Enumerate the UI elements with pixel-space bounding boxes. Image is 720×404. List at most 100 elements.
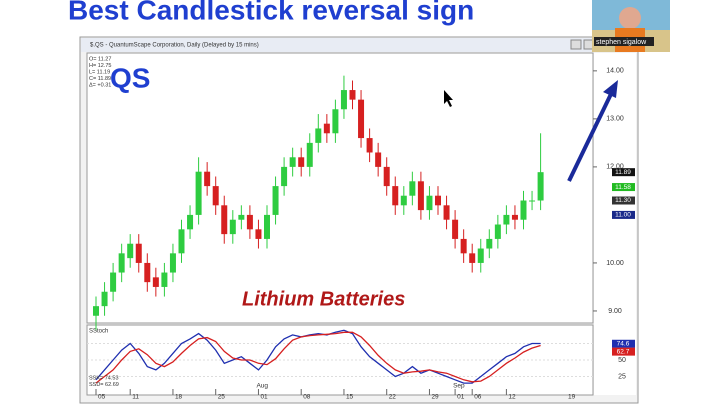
candle-body: [529, 200, 536, 202]
price-tag: [612, 168, 635, 177]
price-tag-label: 11.89: [615, 169, 631, 176]
candle-body: [358, 99, 365, 139]
candle-body: [417, 181, 424, 211]
candle-body: [375, 152, 382, 167]
candle-body: [118, 253, 125, 273]
y-tick-label: 10.00: [606, 260, 624, 267]
x-tick-label: 06: [474, 394, 482, 401]
candle-body: [494, 224, 501, 239]
stoch-tick-label: 25: [618, 373, 626, 380]
readout: C= 11.89: [89, 76, 111, 82]
stoch-tag-label: 62.7: [617, 348, 630, 355]
candle-body: [229, 219, 236, 235]
plot: 9.00 10.00 12.00 13.00 14.00 11.89 11.58 11.30 1…: [87, 56, 635, 401]
x-tick-label: 01: [260, 394, 268, 401]
candle-body: [255, 229, 262, 239]
candle-body: [152, 277, 159, 287]
stoch-tick-label: 50: [618, 357, 626, 364]
y-tick-label: 13.00: [606, 116, 624, 123]
candle-body: [204, 171, 211, 187]
candle-body: [264, 214, 270, 239]
x-tick-label: 25: [218, 394, 226, 401]
y-tick-label: 12.00: [606, 164, 624, 171]
readout: L= 11.19: [89, 69, 110, 75]
month-label: Aug: [256, 383, 268, 390]
readout: O= 11.27: [89, 56, 111, 62]
candle-body: [469, 253, 476, 263]
x-tick-label: 12: [508, 394, 516, 401]
candle-body: [127, 243, 134, 259]
candle-body: [187, 214, 194, 230]
stoch-readout: SSK= 74.53: [89, 375, 119, 381]
candle-body: [178, 229, 185, 254]
symbol-label: QS: [110, 62, 150, 93]
readout: Δ= +0.31: [89, 82, 111, 88]
candle-body: [511, 214, 518, 220]
x-tick-label: 29: [431, 394, 439, 401]
candle-body: [135, 243, 142, 263]
candle-body: [298, 157, 305, 167]
y-tick-label: 9.00: [608, 308, 622, 315]
price-tag-label: 11.00: [615, 212, 631, 219]
stoch-tag: [612, 339, 635, 348]
candle-body: [409, 181, 416, 196]
cursor: [444, 90, 453, 107]
candle-body: [289, 157, 296, 167]
candle-body: [212, 186, 219, 206]
candle-body: [93, 306, 99, 316]
candle-body: [435, 195, 441, 206]
candle-body: [169, 253, 176, 273]
candle-body: [443, 205, 450, 220]
arrow-head: [603, 80, 618, 98]
candle-body: [383, 166, 390, 187]
stoch-line: [95, 331, 541, 384]
x-tick-label: 18: [175, 394, 183, 401]
candle-body: [520, 200, 527, 220]
x-tick-label: 05: [98, 394, 106, 401]
candle-body: [110, 272, 117, 292]
presenter-tag: [594, 37, 654, 46]
candle-body: [460, 238, 467, 254]
window-titlebar: [81, 38, 637, 52]
window-title: $.QS - QuantumScape Corporation, Daily (…: [90, 43, 259, 49]
candle-body: [366, 138, 373, 153]
presenter-name: stephen sigalow: [596, 39, 647, 46]
stoch-readout: SSD= 62.69: [89, 382, 119, 388]
x-tick-label: 08: [303, 394, 311, 401]
price-tag-label: 11.30: [615, 197, 631, 204]
candle-body: [426, 195, 433, 211]
candle-body: [281, 166, 288, 187]
y-tick-label: 14.00: [606, 68, 624, 75]
candle-body: [537, 172, 544, 201]
presenter-face: [619, 7, 641, 29]
price-tag: [612, 183, 635, 192]
x-tick-label: 15: [346, 394, 354, 401]
candle-body: [323, 123, 330, 134]
stoch-tag-label: 74.6: [617, 340, 630, 347]
stoch-tag: [612, 347, 635, 356]
candle-body: [238, 214, 245, 220]
x-tick-label: 11: [132, 394, 139, 401]
arrow-shaft: [567, 93, 613, 182]
x-tick-label: 01: [457, 394, 465, 401]
candle-body: [340, 90, 347, 110]
price-tag: [612, 196, 635, 205]
candle-body: [272, 186, 279, 215]
candle-body: [452, 219, 459, 239]
stoch-label: SStoch: [89, 329, 108, 335]
candle-body: [144, 262, 151, 283]
candle-body: [477, 248, 484, 263]
price-panel: [86, 52, 594, 324]
annotation: Lithium Batteries: [242, 288, 405, 310]
window-button[interactable]: [570, 39, 582, 50]
slide-title: Best Candlestick reversal sign: [68, 0, 474, 25]
price-tag-label: 11.58: [615, 184, 631, 191]
price-tag: [612, 210, 635, 219]
candle-body: [332, 109, 339, 134]
x-tick-label: 19: [568, 394, 576, 401]
candle-body: [306, 142, 313, 167]
price-axis: [594, 53, 636, 395]
stoch-line: [95, 329, 541, 384]
